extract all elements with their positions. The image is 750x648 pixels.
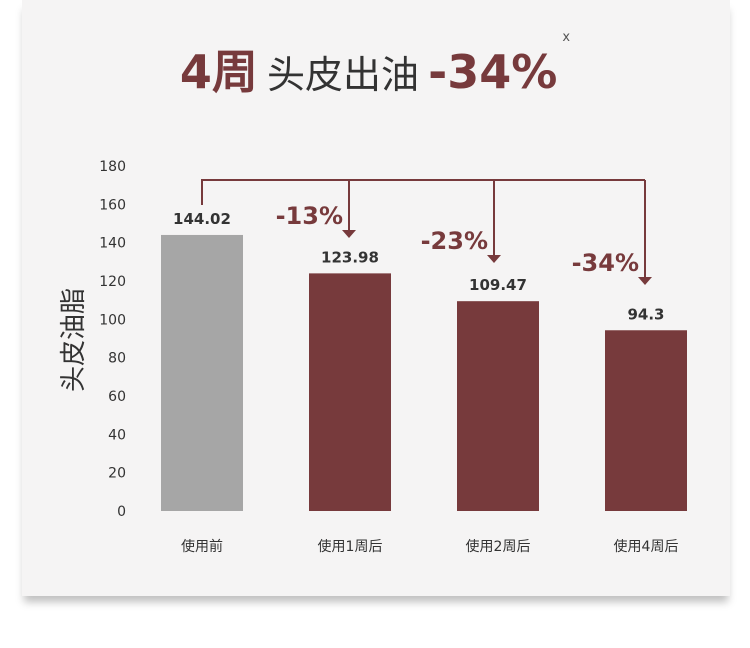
y-tick-label: 40 (108, 427, 126, 443)
title-text: 头皮出油 (267, 53, 420, 97)
y-tick-label: 100 (99, 312, 126, 328)
x-tick-label: 使用1周后 (318, 538, 383, 555)
y-tick-label: 80 (108, 351, 126, 367)
change-annotation: -23% (421, 227, 488, 255)
y-tick-label: 140 (99, 236, 126, 252)
arrow-head-icon (487, 255, 501, 263)
title-change: -34% (428, 45, 558, 99)
bar (309, 273, 391, 511)
title-superscript: x (562, 30, 571, 45)
y-tick-label: 20 (108, 466, 126, 482)
y-tick-label: 160 (99, 197, 126, 213)
y-axis-label: 头皮油脂 (59, 288, 89, 392)
data-label: 109.47 (469, 276, 527, 294)
data-label: 144.02 (173, 210, 231, 228)
arrow-head-icon (342, 230, 356, 238)
change-annotation: -13% (276, 202, 343, 230)
y-tick-label: 180 (99, 159, 126, 175)
x-tick-label: 使用4周后 (614, 538, 679, 555)
title-number: 4周 (179, 45, 258, 99)
x-tick-label: 使用2周后 (466, 538, 531, 555)
y-tick-label: 0 (117, 504, 126, 520)
bracket-line (201, 179, 645, 205)
bar (161, 234, 243, 511)
y-tick-label: 60 (108, 389, 126, 405)
bar (605, 330, 687, 511)
y-tick-label: 120 (99, 274, 126, 290)
data-label: 94.3 (627, 305, 664, 323)
data-label: 123.98 (321, 248, 379, 266)
x-tick-label: 使用前 (181, 538, 223, 555)
change-annotation: -34% (572, 249, 639, 277)
bar (457, 301, 539, 511)
arrow-head-icon (638, 277, 652, 285)
chart-title: 4周 头皮出油 -34% x (0, 30, 750, 102)
